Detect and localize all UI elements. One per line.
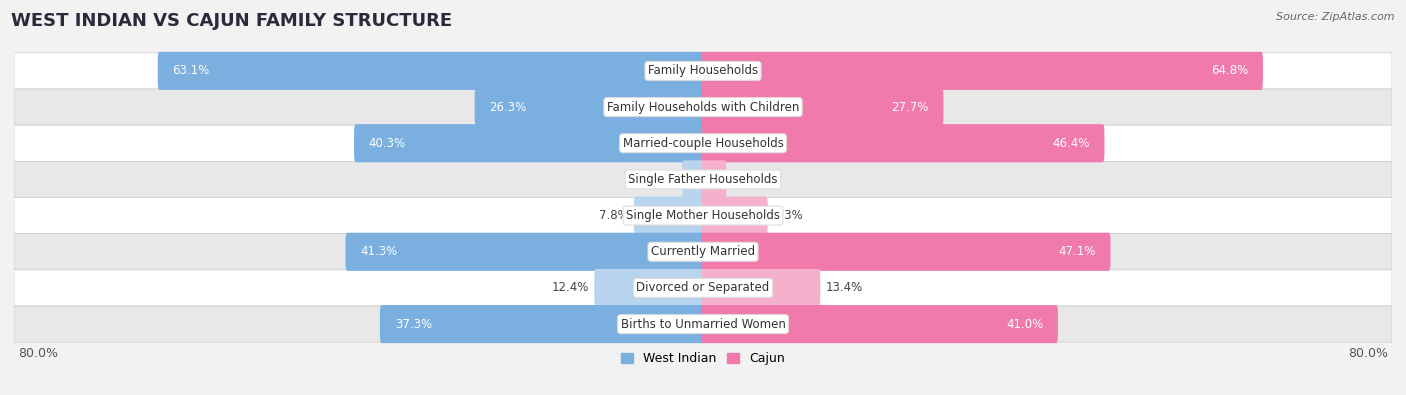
FancyBboxPatch shape	[14, 306, 1392, 342]
Text: 63.1%: 63.1%	[173, 64, 209, 77]
Text: 7.8%: 7.8%	[599, 209, 628, 222]
FancyBboxPatch shape	[14, 53, 1392, 89]
FancyBboxPatch shape	[702, 124, 1105, 162]
Text: Single Mother Households: Single Mother Households	[626, 209, 780, 222]
FancyBboxPatch shape	[14, 198, 1392, 234]
Text: 2.2%: 2.2%	[647, 173, 678, 186]
Text: 41.0%: 41.0%	[1005, 318, 1043, 331]
Text: 47.1%: 47.1%	[1059, 245, 1095, 258]
Text: Source: ZipAtlas.com: Source: ZipAtlas.com	[1277, 12, 1395, 22]
FancyBboxPatch shape	[14, 234, 1392, 270]
Text: 37.3%: 37.3%	[395, 318, 432, 331]
FancyBboxPatch shape	[702, 52, 1263, 90]
FancyBboxPatch shape	[380, 305, 704, 343]
FancyBboxPatch shape	[702, 305, 1057, 343]
FancyBboxPatch shape	[346, 233, 704, 271]
FancyBboxPatch shape	[14, 270, 1392, 306]
FancyBboxPatch shape	[14, 161, 1392, 198]
Legend: West Indian, Cajun: West Indian, Cajun	[621, 352, 785, 365]
Text: Births to Unmarried Women: Births to Unmarried Women	[620, 318, 786, 331]
Text: 13.4%: 13.4%	[825, 281, 862, 294]
Text: Married-couple Households: Married-couple Households	[623, 137, 783, 150]
Text: 12.4%: 12.4%	[553, 281, 589, 294]
FancyBboxPatch shape	[702, 233, 1111, 271]
FancyBboxPatch shape	[682, 160, 704, 198]
Text: Family Households: Family Households	[648, 64, 758, 77]
Text: Family Households with Children: Family Households with Children	[607, 101, 799, 114]
Text: 80.0%: 80.0%	[18, 346, 59, 359]
Text: 64.8%: 64.8%	[1211, 64, 1249, 77]
FancyBboxPatch shape	[634, 197, 704, 235]
Text: 41.3%: 41.3%	[360, 245, 398, 258]
FancyBboxPatch shape	[702, 269, 820, 307]
FancyBboxPatch shape	[595, 269, 704, 307]
Text: 7.3%: 7.3%	[773, 209, 803, 222]
Text: 46.4%: 46.4%	[1052, 137, 1090, 150]
FancyBboxPatch shape	[14, 125, 1392, 161]
Text: 80.0%: 80.0%	[1347, 346, 1388, 359]
Text: WEST INDIAN VS CAJUN FAMILY STRUCTURE: WEST INDIAN VS CAJUN FAMILY STRUCTURE	[11, 12, 453, 30]
FancyBboxPatch shape	[475, 88, 704, 126]
FancyBboxPatch shape	[702, 88, 943, 126]
FancyBboxPatch shape	[354, 124, 704, 162]
Text: Divorced or Separated: Divorced or Separated	[637, 281, 769, 294]
Text: 2.5%: 2.5%	[731, 173, 761, 186]
FancyBboxPatch shape	[14, 89, 1392, 125]
FancyBboxPatch shape	[702, 197, 768, 235]
Text: Currently Married: Currently Married	[651, 245, 755, 258]
FancyBboxPatch shape	[702, 160, 727, 198]
Text: Single Father Households: Single Father Households	[628, 173, 778, 186]
Text: 40.3%: 40.3%	[368, 137, 406, 150]
Text: 27.7%: 27.7%	[891, 101, 928, 114]
Text: 26.3%: 26.3%	[489, 101, 527, 114]
FancyBboxPatch shape	[157, 52, 704, 90]
